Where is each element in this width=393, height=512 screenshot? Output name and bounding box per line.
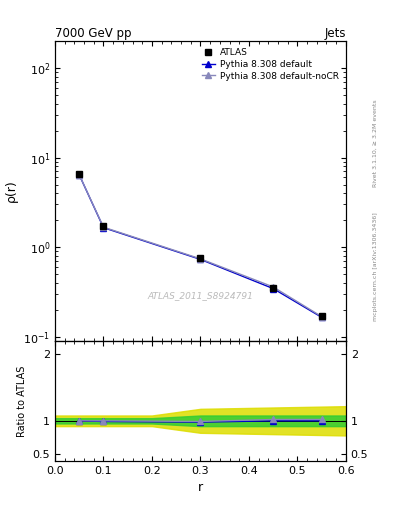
Y-axis label: ρ(r): ρ(r) (5, 180, 18, 202)
Y-axis label: Ratio to ATLAS: Ratio to ATLAS (17, 365, 27, 437)
Text: Rivet 3.1.10, ≥ 3.2M events: Rivet 3.1.10, ≥ 3.2M events (373, 99, 378, 187)
Text: ATLAS_2011_S8924791: ATLAS_2011_S8924791 (147, 291, 253, 301)
Legend: ATLAS, Pythia 8.308 default, Pythia 8.308 default-noCR: ATLAS, Pythia 8.308 default, Pythia 8.30… (199, 46, 342, 83)
Text: 7000 GeV pp: 7000 GeV pp (55, 27, 132, 40)
Text: Jets: Jets (324, 27, 346, 40)
Text: mcplots.cern.ch [arXiv:1306.3436]: mcplots.cern.ch [arXiv:1306.3436] (373, 212, 378, 321)
X-axis label: r: r (198, 481, 203, 494)
